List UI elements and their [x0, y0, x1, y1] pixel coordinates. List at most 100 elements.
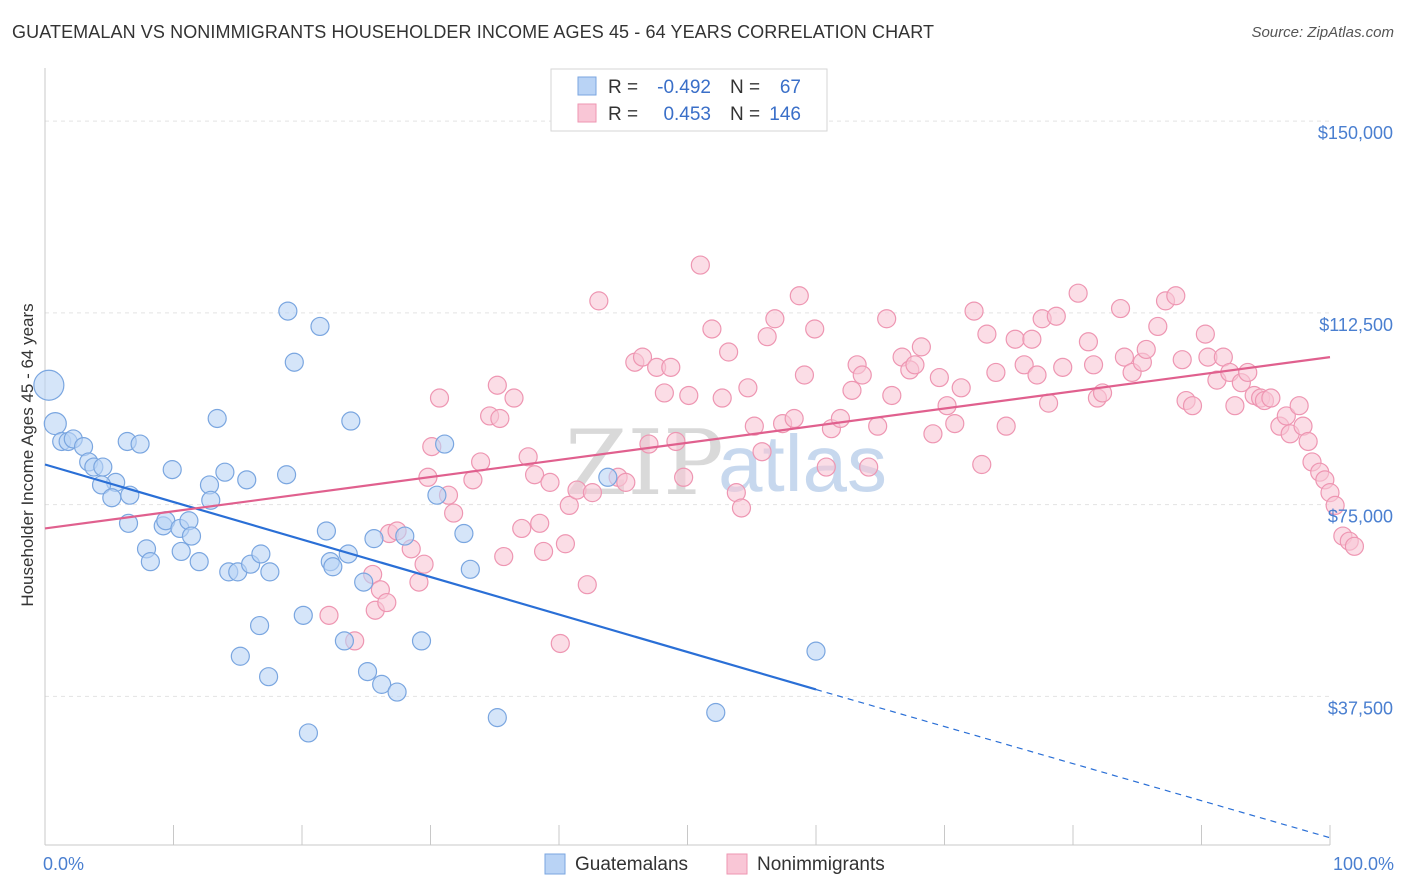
nonimmigrant-point — [1344, 536, 1365, 556]
x-tick-label-max: 100.0% — [1333, 854, 1394, 874]
nonimmigrant-point — [731, 498, 752, 518]
bottom-legend: Guatemalans Nonimmigrants — [544, 853, 885, 875]
guatemalan-point — [806, 641, 826, 661]
guatemalan-point — [215, 462, 235, 482]
guatemalan-point — [258, 667, 279, 687]
guatemalans-trend-extension — [815, 688, 1331, 839]
nonimmigrant-point — [589, 291, 609, 311]
nonimmigrant-point — [661, 357, 681, 377]
nonimmigrant-point — [1325, 495, 1345, 516]
bottom-legend-swatch-nonimmigrants — [726, 853, 748, 875]
guatemalan-point — [357, 661, 378, 682]
x-tick-label-min: 0.0% — [43, 854, 84, 874]
legend-swatch-guatemalans — [577, 76, 597, 96]
nonimmigrant-point — [1014, 355, 1034, 375]
nonimmigrant-point — [1068, 283, 1088, 303]
nonimmigrant-point — [487, 375, 507, 395]
guatemalan-point — [706, 702, 726, 723]
nonimmigrant-point — [555, 534, 576, 554]
nonimmigrant-point — [972, 454, 992, 475]
nonimmigrant-point — [666, 431, 686, 452]
nonimmigrant-point — [504, 388, 524, 408]
nonimmigrant-point — [518, 447, 538, 467]
y-tick-labels: $37,500 $75,000 $112,500 $150,000 — [1318, 123, 1393, 718]
legend-r-label-1: R = — [608, 77, 638, 98]
bottom-legend-label-guatemalans: Guatemalans — [575, 854, 688, 875]
guatemalan-point — [181, 526, 202, 546]
nonimmigrant-point — [1225, 396, 1245, 416]
y-tick-label: $37,500 — [1328, 698, 1393, 718]
nonimmigrant-point — [1027, 365, 1047, 385]
nonimmigrant-point — [842, 380, 862, 400]
nonimmigrant-point — [429, 388, 450, 408]
nonimmigrant-point — [1166, 286, 1186, 306]
nonimmigrant-point — [1114, 347, 1135, 367]
legend-swatch-nonimmigrants — [577, 103, 597, 123]
guatemalan-point — [284, 352, 304, 372]
nonimmigrant-point — [784, 408, 804, 429]
guatemalan-point — [140, 552, 160, 572]
guatemalan-point — [323, 557, 343, 577]
guatemalan-point — [460, 559, 480, 579]
nonimmigrant-point — [877, 309, 897, 329]
nonimmigrant-point — [738, 378, 758, 398]
y-tick-label: $75,000 — [1328, 507, 1393, 527]
nonimmigrant-point — [1038, 393, 1059, 413]
legend-r-value-1: -0.492 — [657, 77, 711, 98]
nonimmigrant-point — [744, 416, 764, 436]
guatemalan-point — [251, 544, 271, 564]
bottom-legend-swatch-guatemalans — [544, 853, 566, 875]
nonimmigrant-point — [494, 546, 514, 567]
guatemalan-point — [162, 460, 182, 480]
guatemalan-point — [341, 411, 361, 431]
nonimmigrant-point — [1172, 350, 1192, 370]
guatemalan-point — [276, 465, 297, 485]
nonimmigrant-point — [937, 396, 957, 416]
legend-n-label-2: N = — [730, 104, 760, 125]
nonimmigrant-point — [964, 301, 984, 321]
guatemalan-point — [33, 369, 65, 401]
nonimmigrant-point — [977, 324, 997, 344]
nonimmigrant-point — [319, 605, 339, 625]
bottom-legend-label-nonimmigrants: Nonimmigrants — [757, 854, 885, 875]
legend: R = -0.492 N = 67 R = 0.453 N = 146 — [550, 68, 828, 132]
chart-title: GUATEMALAN VS NONIMMIGRANTS HOUSEHOLDER … — [12, 22, 935, 42]
nonimmigrant-point — [674, 467, 694, 487]
guatemalan-point — [387, 682, 407, 702]
nonimmigrant-point — [868, 416, 888, 436]
guatemalan-point — [260, 562, 280, 582]
nonimmigrant-point — [582, 483, 603, 503]
nonimmigrant-point — [1195, 324, 1215, 344]
guatemalans-trend-line — [44, 463, 817, 691]
watermark: ZIP atlas — [565, 411, 887, 516]
nonimmigrant-point — [559, 495, 579, 516]
guatemalan-point — [364, 529, 384, 549]
guatemalan-point — [372, 674, 392, 694]
guatemalan-point — [395, 526, 415, 546]
watermark-atlas: atlas — [718, 419, 887, 508]
legend-n-value-1: 67 — [780, 77, 801, 98]
nonimmigrant-point — [654, 383, 674, 403]
nonimmigrant-point — [1110, 298, 1131, 319]
nonimmigrant-point — [639, 434, 659, 454]
nonimmigrant-point — [923, 424, 943, 444]
nonimmigrant-point — [632, 347, 653, 367]
nonimmigrant-point — [512, 518, 532, 539]
guatemalan-point — [298, 723, 319, 743]
guatemalan-point — [293, 605, 313, 625]
nonimmigrant-point — [550, 633, 570, 654]
nonimmigrant-point — [805, 319, 825, 339]
nonimmigrant-point — [1298, 431, 1318, 452]
nonimmigrant-point — [1022, 329, 1042, 349]
legend-box — [550, 68, 828, 132]
guatemalan-point — [237, 470, 257, 490]
y-tick-label: $150,000 — [1318, 123, 1393, 143]
guatemalan-point — [278, 301, 298, 321]
nonimmigrant-point — [1182, 396, 1203, 416]
nonimmigrant-point — [752, 442, 772, 462]
nonimmigrants-points — [319, 255, 1365, 654]
trend-lines — [44, 356, 1331, 839]
legend-n-label-1: N = — [730, 77, 760, 98]
nonimmigrant-point — [859, 457, 879, 477]
